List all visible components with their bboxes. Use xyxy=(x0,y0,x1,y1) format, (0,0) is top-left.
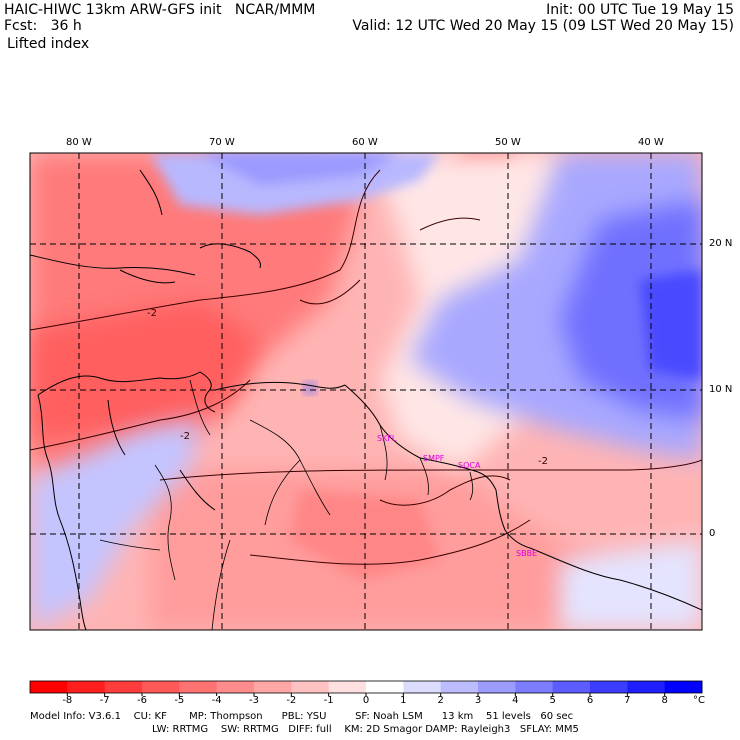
model-info-line1: Model Info: V3.6.1 CU: KF MP: Thompson P… xyxy=(30,711,574,722)
lon-label-70w: 70 W xyxy=(209,137,235,148)
model-title: HAIC-HIWC 13km ARW-GFS init NCAR/MMM xyxy=(4,2,316,18)
contour-label: -2 xyxy=(147,308,157,319)
lat-label-20n: 20 N xyxy=(709,238,733,249)
lat-label-10n: 10 N xyxy=(709,384,733,395)
colorbar-swatch xyxy=(440,681,479,693)
colorbar-tick-label: -1 xyxy=(323,695,334,706)
station-label-soca: SOCA xyxy=(458,461,481,470)
colorbar-swatch xyxy=(515,681,554,693)
colorbar-tick-label: -3 xyxy=(249,695,259,706)
colorbar-swatch xyxy=(291,681,330,693)
colorbar-swatch xyxy=(67,681,106,693)
colorbar-tick-label: 7 xyxy=(624,695,631,706)
colorbar-tick-label: 1 xyxy=(400,695,407,706)
lat-label-0: 0 xyxy=(709,528,716,539)
colorbar-tick-label: 2 xyxy=(437,695,444,706)
graticule xyxy=(30,153,702,630)
political-borders xyxy=(99,379,474,630)
colorbar-swatch xyxy=(104,681,143,693)
init-time: Init: 00 UTC Tue 19 May 15 xyxy=(546,2,734,18)
colorbar-swatch xyxy=(627,681,666,693)
map-frame xyxy=(29,152,703,631)
colorbar-swatch xyxy=(478,681,516,693)
lon-label-80w: 80 W xyxy=(66,137,92,148)
colorbar-tick-label: 6 xyxy=(586,695,594,706)
colorbar-tick-label: -6 xyxy=(137,695,147,706)
forecast-hour: Fcst: 36 h xyxy=(4,18,82,34)
colorbar-tick-label: -7 xyxy=(99,695,110,706)
colorbar-tick-label: 3 xyxy=(474,695,482,706)
colorbar-swatch xyxy=(30,681,68,693)
field-name: Lifted index xyxy=(7,36,90,52)
colorbar xyxy=(29,680,703,696)
contour-label: -2 xyxy=(538,456,548,467)
colorbar-swatch xyxy=(179,681,218,693)
colorbar-tick-label: -2 xyxy=(286,695,297,706)
colorbar-swatch xyxy=(328,681,367,693)
colorbar-swatch xyxy=(590,681,628,693)
model-info-line2: LW: RRTMG SW: RRTMG DIFF: full KM: 2D Sm… xyxy=(152,724,579,735)
contour-label: -2 xyxy=(180,431,190,442)
colorbar-swatch xyxy=(216,681,255,693)
colorbar-tick-label: -4 xyxy=(211,695,222,706)
colorbar-swatch xyxy=(403,681,442,693)
station-label-smpf: SMPF xyxy=(423,454,445,463)
colorbar-swatch xyxy=(366,681,404,693)
colorbar-swatch xyxy=(552,681,591,693)
coastlines xyxy=(30,169,702,630)
field-shading xyxy=(30,153,702,630)
colorbar-tick-label: 0 xyxy=(362,695,370,706)
valid-time: Valid: 12 UTC Wed 20 May 15 (09 LST Wed … xyxy=(352,18,734,34)
lon-label-40w: 40 W xyxy=(638,137,664,148)
colorbar-swatch xyxy=(254,681,292,693)
colorbar-swatch xyxy=(664,681,703,693)
colorbar-tick-label: 5 xyxy=(549,695,556,706)
lon-label-60w: 60 W xyxy=(352,137,378,148)
colorbar-tick-label: -5 xyxy=(174,695,185,706)
station-label-skfl: SKFL xyxy=(377,434,397,443)
station-label-sbbe: SBBE xyxy=(516,549,537,558)
colorbar-tick-label: 4 xyxy=(512,695,519,706)
colorbar-swatch xyxy=(142,681,180,693)
lon-label-50w: 50 W xyxy=(495,137,521,148)
li-contours xyxy=(30,169,702,565)
colorbar-tick-label: 8 xyxy=(661,695,668,706)
colorbar-unit: °C xyxy=(693,695,705,706)
colorbar-tick-label: -8 xyxy=(62,695,73,706)
